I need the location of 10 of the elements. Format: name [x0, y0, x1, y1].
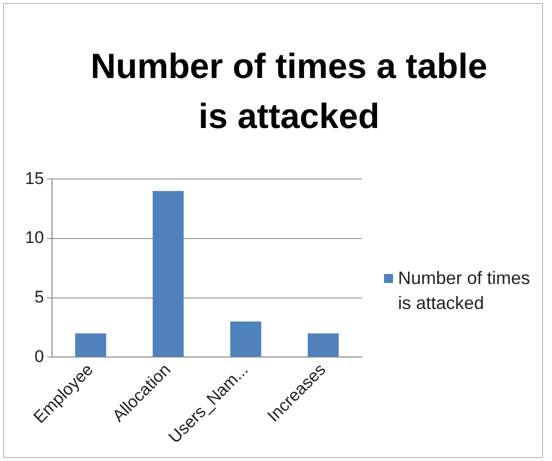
- chart-title: Number of times a table is attacked: [90, 46, 488, 138]
- y-tick-label: 5: [34, 287, 44, 306]
- legend-label: Number of times is attacked: [398, 267, 532, 315]
- bar: [152, 191, 184, 357]
- bar: [75, 333, 106, 357]
- bar: [308, 333, 339, 357]
- y-tick-label: 0: [34, 346, 44, 366]
- y-tick-label: 10: [24, 228, 44, 248]
- bar: [230, 322, 262, 357]
- y-tick-label: 15: [24, 168, 44, 188]
